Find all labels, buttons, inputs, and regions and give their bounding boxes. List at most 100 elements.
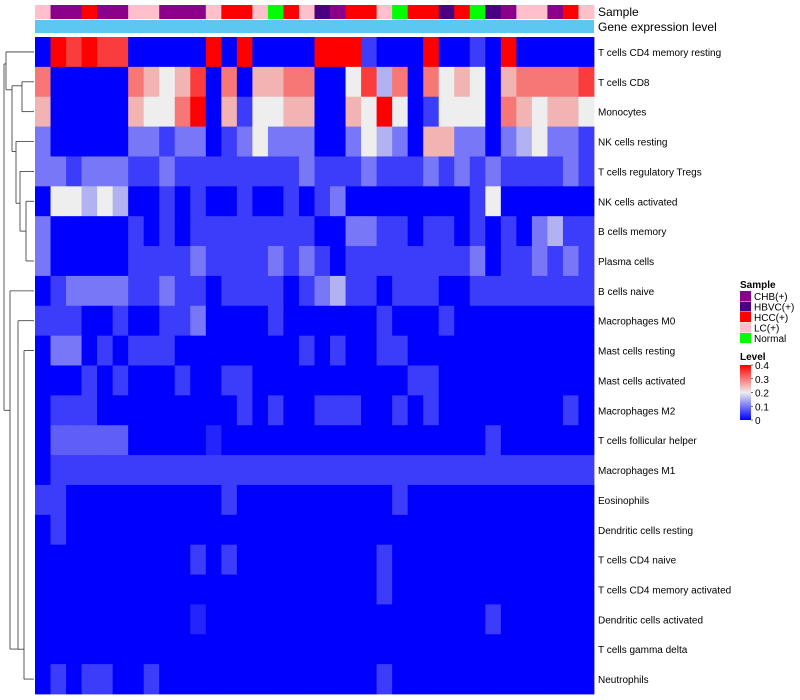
heatmap-cell xyxy=(35,365,51,396)
sample-annotation-cell xyxy=(143,5,160,19)
heatmap-cell xyxy=(438,305,455,337)
heatmap-cell xyxy=(485,216,502,247)
heatmap-cell xyxy=(128,664,145,695)
heatmap-cell xyxy=(66,484,82,516)
heatmap-cell xyxy=(392,275,409,307)
heatmap-cell xyxy=(531,305,548,337)
heatmap-cell xyxy=(531,216,548,247)
heatmap-cell xyxy=(516,186,533,217)
heatmap-cell xyxy=(174,395,191,426)
heatmap-cell xyxy=(252,275,269,307)
heatmap-cell xyxy=(500,395,517,426)
row-label: T cells CD4 naive xyxy=(598,556,677,567)
heatmap-cell xyxy=(578,305,595,337)
heatmap-cell xyxy=(205,126,222,157)
heatmap-cell xyxy=(190,514,207,546)
heatmap-cell xyxy=(578,395,595,426)
heatmap-cell xyxy=(236,455,253,486)
heatmap-cell xyxy=(283,425,300,456)
heatmap-cell xyxy=(407,96,424,127)
legend-swatch xyxy=(740,333,751,343)
heatmap-cell xyxy=(361,365,378,396)
heatmap-cell xyxy=(190,664,207,695)
heatmap-cell xyxy=(267,484,284,516)
heatmap-cell xyxy=(469,96,486,127)
heatmap-cell xyxy=(345,514,362,546)
heatmap-cell xyxy=(485,425,502,456)
heatmap-cell xyxy=(500,156,517,187)
heatmap-cell xyxy=(578,514,595,546)
heatmap-cell xyxy=(547,96,564,127)
heatmap-cell xyxy=(143,246,160,277)
heatmap-cell xyxy=(159,425,176,456)
heatmap-cell xyxy=(330,216,346,247)
heatmap-cell xyxy=(500,335,517,366)
heatmap-cell xyxy=(423,216,440,247)
heatmap-cell xyxy=(531,37,548,68)
heatmap-cell xyxy=(112,514,129,546)
heatmap-cell xyxy=(345,216,362,247)
heatmap-cell xyxy=(252,544,269,575)
legend-tick-label: 0.3 xyxy=(755,375,769,386)
heatmap-cell xyxy=(454,66,471,98)
heatmap-cell xyxy=(112,544,129,575)
heatmap-cell xyxy=(81,634,98,665)
heatmap-cell xyxy=(252,574,269,605)
heatmap-cell xyxy=(159,604,176,635)
heatmap-cell xyxy=(330,514,346,546)
heatmap-cell xyxy=(112,37,129,68)
sample-annotation-cell xyxy=(547,5,564,19)
heatmap-cell xyxy=(516,246,533,277)
heatmap-cell xyxy=(485,395,502,426)
sample-annotation-cell xyxy=(485,5,502,19)
heatmap-cell xyxy=(531,634,548,665)
heatmap-cell xyxy=(423,156,440,187)
sample-annotation-cell xyxy=(190,5,207,19)
heatmap-cell xyxy=(112,96,129,127)
heatmap-cell xyxy=(547,544,564,575)
heatmap-cell xyxy=(531,156,548,187)
heatmap-cell xyxy=(423,604,440,635)
heatmap-cell xyxy=(298,604,315,635)
heatmap-cell xyxy=(221,305,238,337)
heatmap-cell xyxy=(485,365,502,396)
heatmap-cell xyxy=(376,216,393,247)
heatmap-cell xyxy=(252,425,269,456)
heatmap-cell xyxy=(438,246,455,277)
heatmap-cell xyxy=(516,425,533,456)
heatmap-cell xyxy=(205,37,222,68)
heatmap-cell xyxy=(283,275,300,307)
heatmap-cell xyxy=(485,305,502,337)
legend-tick-label: 0.4 xyxy=(755,361,769,372)
heatmap-cell xyxy=(252,365,269,396)
heatmap-cell xyxy=(330,156,346,187)
heatmap-cell xyxy=(578,484,595,516)
heatmap-cell xyxy=(35,156,51,187)
legend-label: HBVC(+) xyxy=(754,303,794,314)
heatmap-cell xyxy=(267,365,284,396)
heatmap-cell xyxy=(205,425,222,456)
heatmap-cell xyxy=(221,365,238,396)
heatmap-cell xyxy=(562,216,579,247)
heatmap-cell xyxy=(97,156,114,187)
heatmap-cell xyxy=(330,455,346,486)
heatmap-cell xyxy=(562,514,579,546)
heatmap-cell xyxy=(128,365,145,396)
heatmap-cell xyxy=(267,574,284,605)
heatmap-cell xyxy=(221,484,238,516)
heatmap-cell xyxy=(97,365,114,396)
row-label: Neutrophils xyxy=(598,675,649,686)
sample-annotation-cell xyxy=(267,5,284,19)
heatmap-cell xyxy=(159,66,176,98)
heatmap-cell xyxy=(361,634,378,665)
heatmap-cell xyxy=(81,604,98,635)
heatmap-cell xyxy=(252,37,269,68)
heatmap-cell xyxy=(143,96,160,127)
heatmap-cell xyxy=(143,664,160,695)
heatmap-cell xyxy=(345,664,362,695)
heatmap-cell xyxy=(252,126,269,157)
heatmap-cell xyxy=(298,156,315,187)
sample-annotation-cell xyxy=(314,5,331,19)
heatmap-cell xyxy=(578,156,595,187)
heatmap-cell xyxy=(205,186,222,217)
